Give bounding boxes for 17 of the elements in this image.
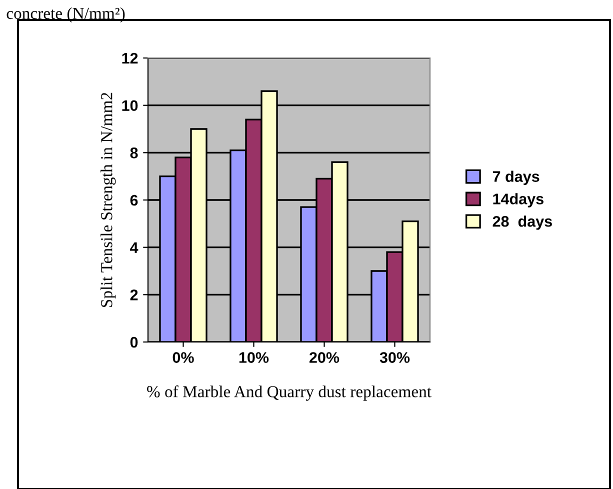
x-axis-title: % of Marble And Quarry dust replacement: [147, 385, 432, 401]
y-tick-label: 4: [130, 242, 138, 253]
y-tick-label: 12: [122, 52, 138, 64]
legend-label: 14days: [493, 193, 544, 208]
y-tick-label: 10: [122, 100, 138, 112]
legend-label: 7 days: [492, 170, 540, 185]
y-tick-label: 8: [130, 148, 138, 158]
x-tick-label: 0%: [172, 352, 194, 363]
y-tick-label: 0: [130, 336, 138, 348]
x-tick-label: 30%: [380, 352, 410, 363]
x-tick-label: 10%: [239, 352, 269, 363]
y-tick-label: 6: [130, 194, 138, 206]
legend-label: 28 days: [492, 216, 552, 230]
y-tick-label: 2: [130, 290, 138, 300]
x-tick-label: 20%: [309, 352, 340, 363]
text: concrete (N/mm²): [6, 7, 125, 22]
y-axis-title: Split Tensile Strength in N/mm2: [100, 92, 116, 307]
